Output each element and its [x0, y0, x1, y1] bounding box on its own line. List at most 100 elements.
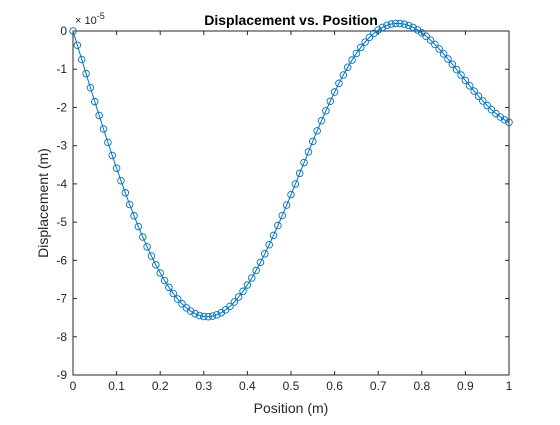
- data-point-marker: [86, 83, 95, 92]
- x-tick-label: 0.3: [195, 379, 212, 393]
- x-tick-label: 0.6: [326, 379, 343, 393]
- data-point-marker: [391, 19, 400, 28]
- data-point-marker: [213, 311, 221, 319]
- y-tick-label: -2: [56, 100, 67, 114]
- data-point-marker: [230, 298, 239, 306]
- data-point-marker: [278, 211, 287, 220]
- data-point-marker: [439, 50, 448, 58]
- y-tick-label: -6: [56, 253, 67, 267]
- data-point-marker: [304, 148, 313, 156]
- data-point-marker: [143, 243, 151, 251]
- data-point-marker: [317, 116, 326, 125]
- data-point-marker: [117, 176, 125, 185]
- x-axis: 0 0.1 0.2 0.3 0.4 0.5 0.6 0.7 0.8 0.9 1: [70, 31, 513, 393]
- data-point-marker: [274, 221, 282, 230]
- data-point-marker: [134, 222, 143, 231]
- y-tick-label: -7: [56, 292, 67, 306]
- data-point-marker: [470, 87, 478, 95]
- data-point-marker: [156, 269, 164, 277]
- data-point-marker: [500, 116, 509, 124]
- data-point-marker: [479, 97, 487, 105]
- y-tick-label: -3: [56, 139, 67, 153]
- data-point-marker: [505, 118, 513, 127]
- data-point-marker: [239, 287, 247, 296]
- x-tick-label: 0.2: [152, 379, 169, 393]
- data-point-marker: [73, 41, 82, 50]
- data-point-marker: [326, 97, 334, 105]
- plot-area: [72, 30, 510, 376]
- x-tick-label: 0.1: [108, 379, 125, 393]
- data-point-marker: [466, 82, 474, 90]
- data-point-marker: [313, 127, 321, 135]
- y-tick-label: 0: [60, 24, 67, 38]
- data-point-marker: [200, 312, 208, 321]
- data-point-marker: [234, 293, 243, 301]
- data-point-marker: [287, 190, 295, 199]
- data-point-marker: [139, 233, 147, 241]
- data-point-marker: [256, 258, 265, 267]
- data-point-marker: [400, 20, 409, 28]
- data-point-marker: [487, 105, 496, 114]
- data-point-marker: [173, 295, 182, 303]
- data-point-marker: [112, 164, 121, 172]
- data-point-marker: [387, 20, 396, 28]
- data-point-marker: [409, 23, 417, 32]
- data-point-marker: [265, 241, 273, 249]
- data-point-marker: [108, 151, 116, 160]
- series-layer: [69, 19, 513, 321]
- data-point-marker: [422, 32, 430, 41]
- data-point-marker: [291, 180, 300, 188]
- data-point-marker: [69, 27, 77, 35]
- data-point-marker: [448, 60, 457, 68]
- data-point-marker: [452, 65, 461, 74]
- data-point-marker: [282, 201, 291, 209]
- data-point-marker: [269, 231, 278, 240]
- x-tick-label: 0: [70, 379, 77, 393]
- data-point-marker: [178, 300, 186, 308]
- data-point-marker: [426, 36, 435, 44]
- data-point-marker: [348, 56, 356, 64]
- y-exponent-label: × 10-5: [75, 11, 105, 27]
- data-point-marker: [125, 200, 134, 209]
- data-point-marker: [252, 266, 260, 275]
- data-point-marker: [99, 125, 108, 133]
- data-point-marker: [130, 212, 138, 220]
- data-point-marker: [444, 55, 452, 63]
- data-point-marker: [248, 274, 256, 282]
- data-point-marker: [104, 138, 112, 147]
- data-point-marker: [378, 23, 387, 32]
- x-tick-label: 0.5: [283, 379, 300, 393]
- data-point-marker: [204, 312, 212, 321]
- y-axis-label: Displacement (m): [35, 148, 51, 258]
- data-point-marker: [457, 71, 465, 79]
- y-tick-label: -1: [56, 62, 67, 76]
- data-point-marker: [322, 107, 330, 115]
- data-point-marker: [121, 189, 130, 197]
- data-point-marker: [361, 38, 369, 46]
- data-point-marker: [295, 169, 304, 178]
- data-point-marker: [165, 283, 173, 292]
- x-tick-label: 0.8: [413, 379, 430, 393]
- y-tick-label: -9: [56, 368, 67, 382]
- data-point-marker: [152, 261, 160, 269]
- data-point-marker: [243, 281, 252, 289]
- x-tick-label: 0.7: [370, 379, 387, 393]
- data-point-marker: [383, 21, 391, 30]
- data-point-marker: [309, 137, 317, 146]
- data-point-marker: [365, 33, 374, 42]
- data-point-marker: [160, 276, 169, 285]
- data-point-marker: [186, 307, 195, 315]
- y-tick-label: -8: [56, 330, 67, 344]
- data-point-marker: [82, 69, 90, 78]
- x-tick-label: 0.4: [239, 379, 256, 393]
- data-point-marker: [195, 311, 204, 320]
- x-tick-label: 0.9: [457, 379, 474, 393]
- data-point-marker: [396, 19, 404, 28]
- data-point-marker: [339, 71, 348, 79]
- data-point-marker: [431, 40, 439, 49]
- y-axis: 0 -1 -2 -3 -4 -5 -6 -7 -8 -9: [56, 24, 509, 382]
- data-point-marker: [261, 250, 269, 258]
- data-point-marker: [77, 55, 86, 64]
